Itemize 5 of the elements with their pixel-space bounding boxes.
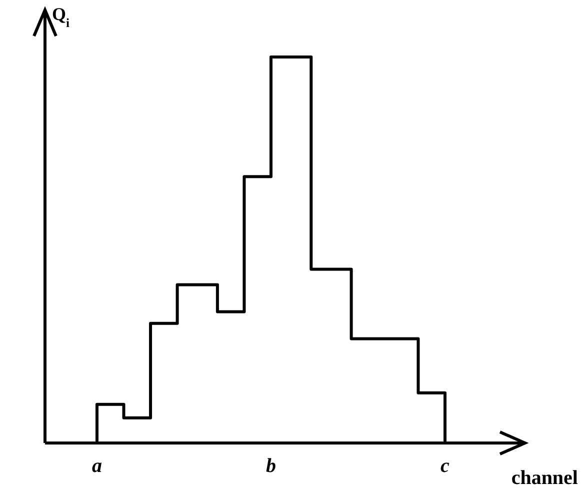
x-tick-label: b — [266, 455, 276, 477]
x-tick-label: c — [440, 455, 450, 477]
x-tick-label: a — [92, 455, 102, 477]
y-axis-title: Q$_{i}$ — [52, 4, 70, 30]
x-axis-title: channel — [511, 467, 578, 489]
